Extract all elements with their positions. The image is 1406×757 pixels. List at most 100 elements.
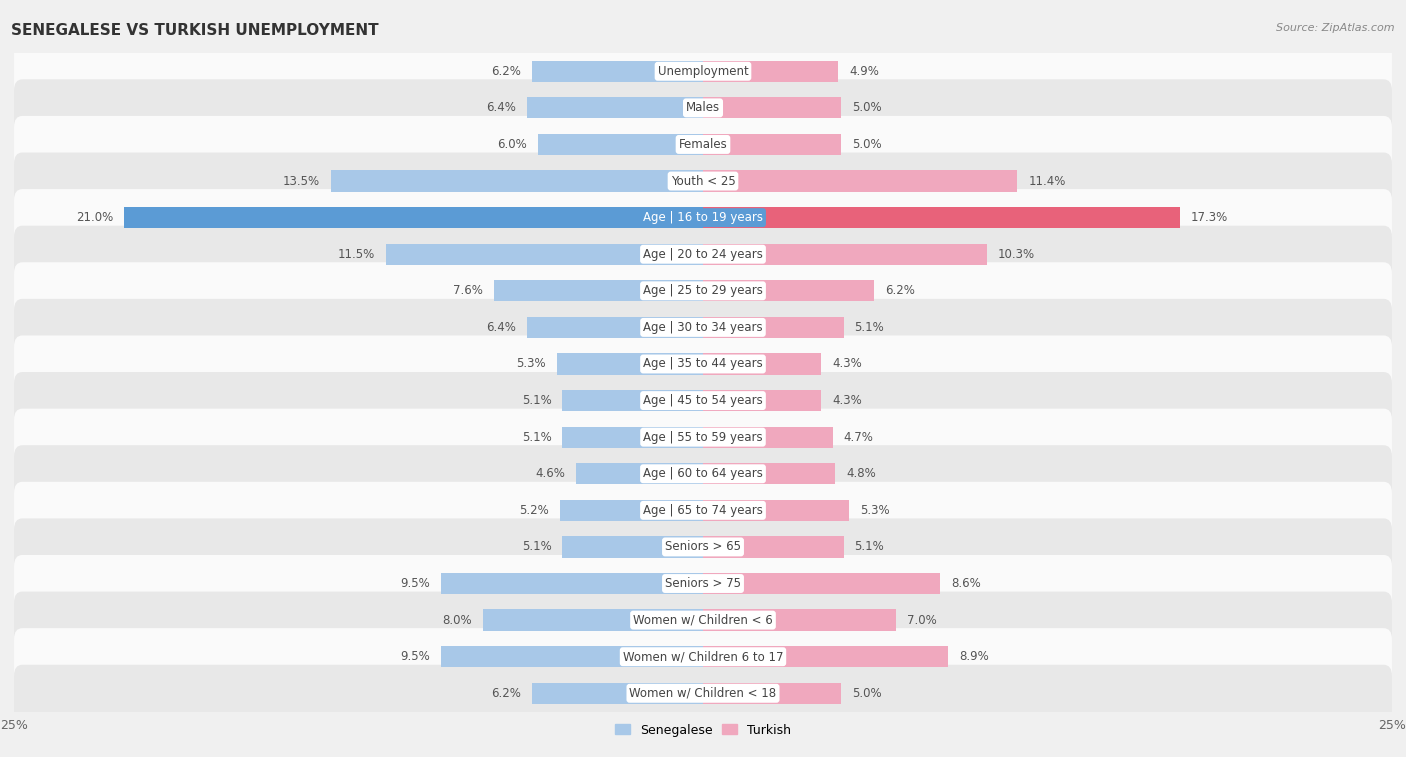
FancyBboxPatch shape [14,335,1392,393]
FancyBboxPatch shape [14,299,1392,356]
Text: 5.2%: 5.2% [519,504,548,517]
Text: 6.4%: 6.4% [485,101,516,114]
Text: 4.8%: 4.8% [846,467,876,480]
Text: 8.0%: 8.0% [441,614,471,627]
Text: Women w/ Children < 18: Women w/ Children < 18 [630,687,776,699]
Text: 5.1%: 5.1% [855,540,884,553]
Bar [562,390,703,411]
FancyBboxPatch shape [14,152,1392,210]
Text: 6.2%: 6.2% [884,285,915,298]
Text: 6.2%: 6.2% [491,687,522,699]
Text: Source: ZipAtlas.com: Source: ZipAtlas.com [1277,23,1395,33]
Text: 5.1%: 5.1% [522,394,551,407]
Text: Age | 35 to 44 years: Age | 35 to 44 years [643,357,763,370]
Text: 5.0%: 5.0% [852,687,882,699]
Bar [124,207,703,229]
Bar [562,426,703,448]
Text: 5.1%: 5.1% [522,540,551,553]
Text: Women w/ Children < 6: Women w/ Children < 6 [633,614,773,627]
Bar [703,500,849,521]
Text: Age | 20 to 24 years: Age | 20 to 24 years [643,248,763,260]
Text: 5.0%: 5.0% [852,138,882,151]
Text: 10.3%: 10.3% [998,248,1035,260]
Text: 4.3%: 4.3% [832,357,862,370]
Bar [703,280,875,301]
FancyBboxPatch shape [14,591,1392,649]
Text: Age | 45 to 54 years: Age | 45 to 54 years [643,394,763,407]
Bar [703,354,821,375]
Bar [576,463,703,484]
Bar [527,316,703,338]
Text: 5.1%: 5.1% [855,321,884,334]
Text: 9.5%: 9.5% [401,577,430,590]
Text: 21.0%: 21.0% [76,211,114,224]
FancyBboxPatch shape [14,42,1392,100]
Text: 6.2%: 6.2% [491,65,522,78]
Bar [703,390,821,411]
Bar [703,463,835,484]
Bar [557,354,703,375]
FancyBboxPatch shape [14,372,1392,429]
Text: 7.6%: 7.6% [453,285,482,298]
FancyBboxPatch shape [14,116,1392,173]
Text: 6.0%: 6.0% [496,138,527,151]
Text: Youth < 25: Youth < 25 [671,175,735,188]
Legend: Senegalese, Turkish: Senegalese, Turkish [610,718,796,742]
FancyBboxPatch shape [14,555,1392,612]
Bar [703,683,841,704]
FancyBboxPatch shape [14,262,1392,319]
Bar [527,97,703,119]
Bar [703,646,948,668]
Text: 9.5%: 9.5% [401,650,430,663]
Bar [703,134,841,155]
Text: Women w/ Children 6 to 17: Women w/ Children 6 to 17 [623,650,783,663]
Text: Age | 30 to 34 years: Age | 30 to 34 years [643,321,763,334]
Text: Age | 25 to 29 years: Age | 25 to 29 years [643,285,763,298]
Text: Age | 16 to 19 years: Age | 16 to 19 years [643,211,763,224]
Text: Males: Males [686,101,720,114]
Text: 5.3%: 5.3% [860,504,890,517]
Bar [703,97,841,119]
Text: 11.4%: 11.4% [1028,175,1066,188]
Bar [560,500,703,521]
Bar [562,536,703,558]
Text: Seniors > 75: Seniors > 75 [665,577,741,590]
Bar [703,316,844,338]
Text: 5.0%: 5.0% [852,101,882,114]
Text: 6.4%: 6.4% [485,321,516,334]
Bar [531,683,703,704]
FancyBboxPatch shape [14,519,1392,575]
Text: Age | 65 to 74 years: Age | 65 to 74 years [643,504,763,517]
FancyBboxPatch shape [14,409,1392,466]
FancyBboxPatch shape [14,445,1392,503]
Text: Age | 55 to 59 years: Age | 55 to 59 years [643,431,763,444]
Text: 5.1%: 5.1% [522,431,551,444]
Text: SENEGALESE VS TURKISH UNEMPLOYMENT: SENEGALESE VS TURKISH UNEMPLOYMENT [11,23,378,38]
Bar [703,573,941,594]
Text: 11.5%: 11.5% [337,248,375,260]
Bar [703,536,844,558]
Bar [494,280,703,301]
Text: 5.3%: 5.3% [516,357,546,370]
FancyBboxPatch shape [14,226,1392,283]
Bar [703,61,838,82]
Text: 4.9%: 4.9% [849,65,879,78]
Text: 4.6%: 4.6% [536,467,565,480]
Bar [387,244,703,265]
Text: 8.6%: 8.6% [950,577,981,590]
Bar [441,573,703,594]
FancyBboxPatch shape [14,481,1392,539]
FancyBboxPatch shape [14,665,1392,722]
Text: 8.9%: 8.9% [959,650,988,663]
Text: Age | 60 to 64 years: Age | 60 to 64 years [643,467,763,480]
Text: 17.3%: 17.3% [1191,211,1227,224]
Bar [531,61,703,82]
Text: 7.0%: 7.0% [907,614,936,627]
Text: Unemployment: Unemployment [658,65,748,78]
Bar [703,244,987,265]
Bar [703,207,1180,229]
Bar [703,170,1017,192]
Bar [482,609,703,631]
Text: 4.7%: 4.7% [844,431,873,444]
FancyBboxPatch shape [14,189,1392,246]
